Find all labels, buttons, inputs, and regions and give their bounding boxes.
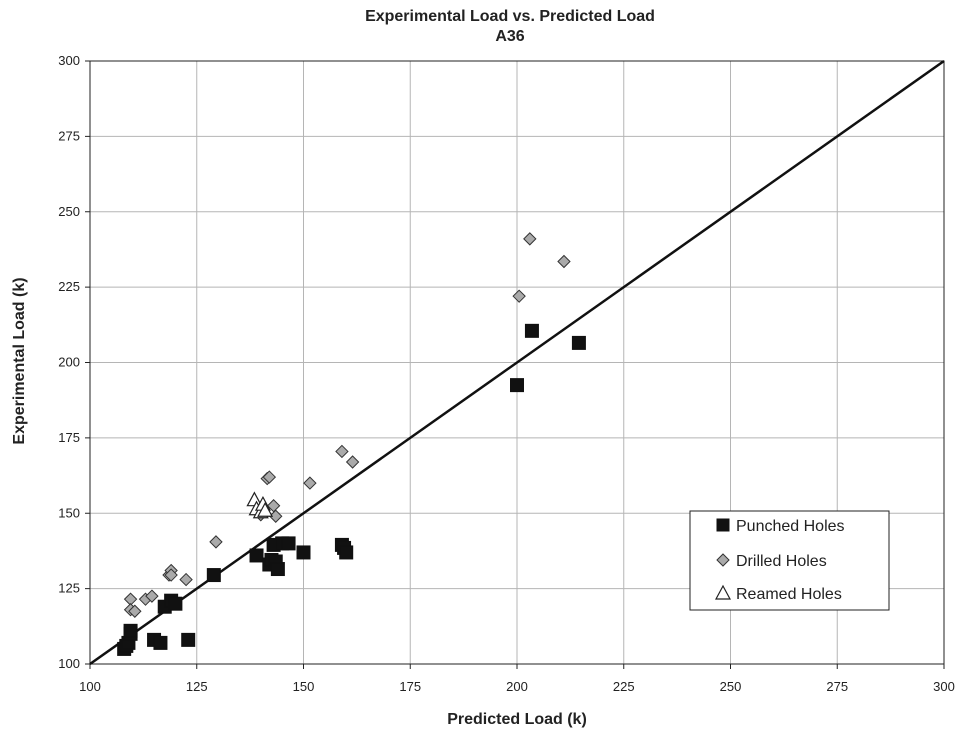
y-tick-label: 275 (58, 128, 80, 143)
point-reamed (257, 501, 274, 517)
y-tick-label: 175 (58, 430, 80, 445)
point-punched (168, 596, 183, 611)
point-punched (181, 632, 196, 647)
point-drilled (269, 509, 283, 523)
point-punched (571, 335, 586, 350)
legend-label-punched: Punched Holes (736, 518, 845, 535)
point-punched (281, 536, 296, 551)
y-tick-label: 125 (58, 581, 80, 596)
x-tick-label: 200 (506, 679, 528, 694)
x-tick-label: 225 (613, 679, 635, 694)
axis-ticks: 100 125 150 175 200 225 250 275 300 100 125 150 175 2… (58, 53, 955, 694)
point-punched (510, 378, 524, 393)
legend: Punched Holes Drilled Holes Reamed Holes (689, 510, 890, 611)
point-drilled (209, 535, 223, 549)
legend-marker-punched (716, 518, 730, 532)
x-tick-label: 275 (826, 679, 848, 694)
chart-subtitle: A36 (495, 28, 524, 45)
series-reamed-holes (246, 491, 274, 519)
legend-marker-reamed (714, 584, 732, 600)
point-drilled (345, 455, 360, 469)
point-punched (339, 545, 354, 560)
x-axis-title: Predicted Load (k) (447, 711, 587, 728)
point-punched (270, 562, 285, 577)
chart-title: Experimental Load vs. Predicted Load (365, 8, 655, 25)
reference-line (89, 59, 945, 666)
x-tick-label: 125 (186, 679, 208, 694)
y-tick-label: 150 (58, 505, 80, 520)
y-tick-label: 250 (58, 204, 80, 219)
x-tick-label: 100 (79, 679, 101, 694)
y-tick-label: 200 (58, 355, 80, 370)
x-tick-label: 175 (399, 679, 421, 694)
point-drilled (128, 604, 142, 618)
point-drilled (164, 568, 178, 582)
point-drilled (179, 572, 193, 587)
point-drilled (145, 589, 159, 603)
x-tick-label: 250 (720, 679, 742, 694)
x-tick-label: 150 (293, 679, 315, 694)
y-tick-label: 300 (58, 53, 80, 68)
point-drilled (262, 470, 277, 484)
legend-label-reamed: Reamed Holes (736, 586, 842, 603)
x-tick-label: 300 (933, 679, 955, 694)
legend-marker-drilled (716, 553, 730, 567)
point-drilled (557, 254, 571, 269)
y-tick-label: 100 (58, 656, 80, 671)
point-drilled (335, 444, 349, 459)
point-punched (153, 635, 168, 650)
point-punched (524, 323, 539, 338)
point-drilled (512, 289, 526, 303)
point-punched (249, 548, 264, 563)
series-punched-holes (117, 323, 586, 656)
point-punched (296, 545, 311, 560)
y-tick-label: 225 (58, 279, 80, 294)
data-points (117, 232, 586, 656)
series-drilled-holes (123, 232, 571, 618)
point-drilled (523, 232, 537, 246)
point-punched (206, 568, 221, 583)
legend-label-drilled: Drilled Holes (736, 553, 827, 570)
y-axis-title: Experimental Load (k) (11, 277, 28, 444)
point-punched (123, 623, 138, 638)
point-drilled (303, 476, 317, 490)
